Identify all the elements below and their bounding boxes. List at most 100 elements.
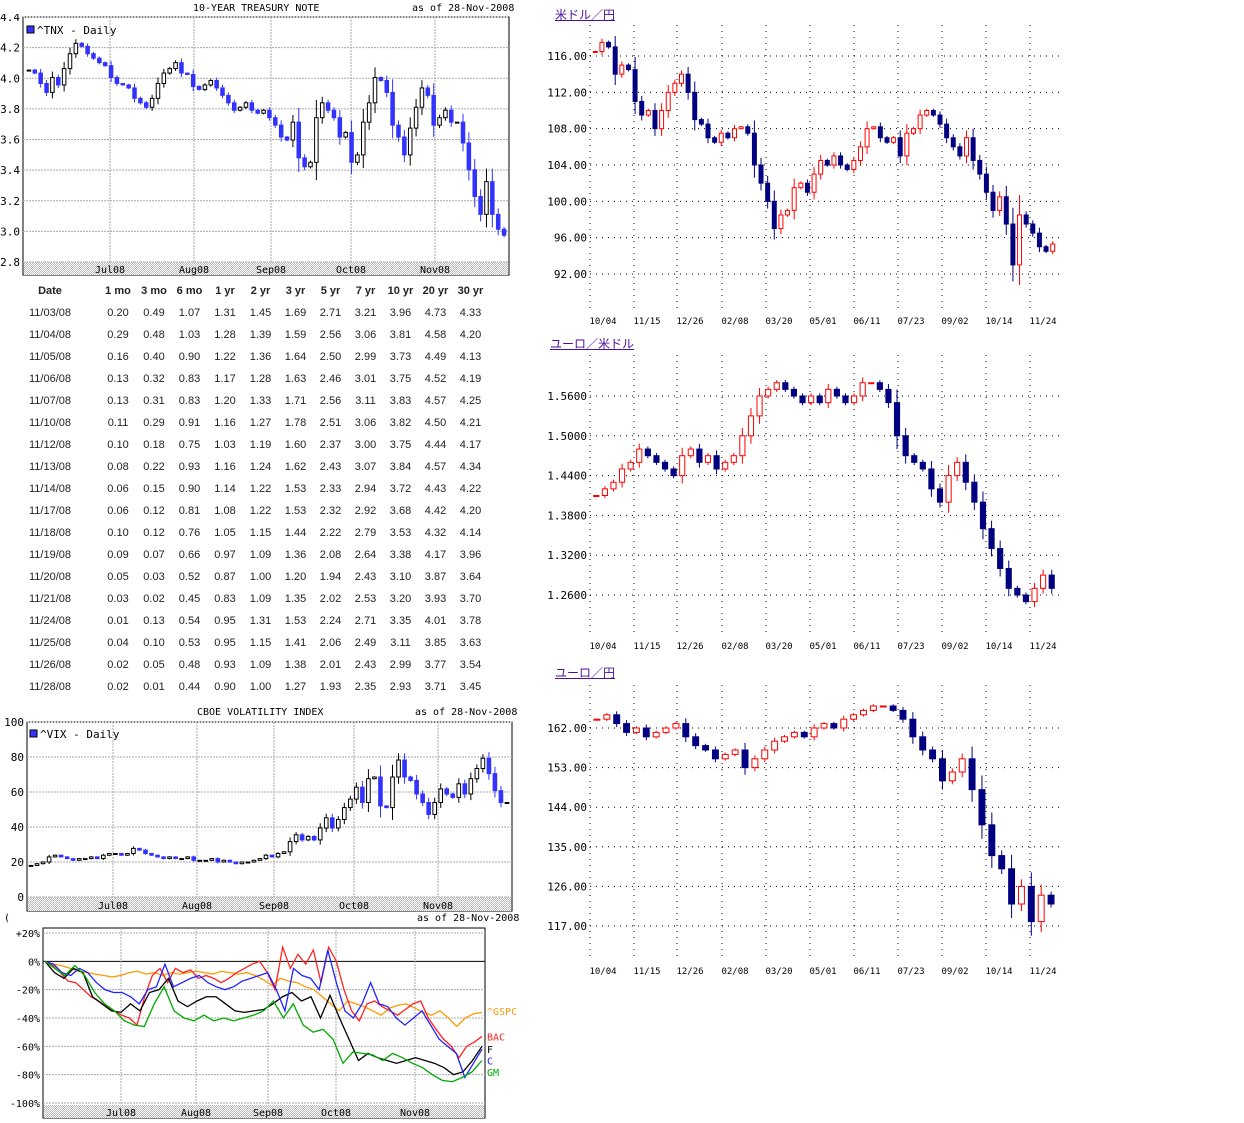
- fx-link-usdjpy[interactable]: 米ドル／円: [555, 8, 616, 22]
- tnx-candle: [366, 102, 372, 123]
- vix-candle: [450, 793, 456, 798]
- vix-candle: [299, 834, 305, 841]
- yield-cell: 1.28: [214, 329, 236, 341]
- x-tick-label: Sep08: [256, 265, 286, 276]
- column-header: 30 yr: [457, 285, 484, 297]
- fx-candle: [1050, 243, 1056, 252]
- fx-candle: [612, 46, 618, 75]
- yield-cell: 0.90: [214, 681, 236, 693]
- fx-candle: [979, 501, 987, 530]
- yield-cell: 2.08: [319, 549, 342, 561]
- fx-candle: [798, 182, 804, 189]
- x-tick-label: 11/15: [633, 317, 660, 327]
- yield-cell: 2.43: [354, 659, 377, 671]
- x-tick-label: Nov08: [400, 1108, 430, 1119]
- yield-cell: 1.33: [249, 395, 272, 407]
- yield-cell: 0.32: [143, 373, 165, 385]
- yield-cell: 0.03: [107, 593, 129, 605]
- fx-candle: [1003, 196, 1009, 225]
- vix-chart: 0 20 40 60 80 100 Jul08 Aug08 Sep08 Oct08 Nov08 ^VI…: [4, 718, 513, 912]
- table-row: 11/28/08 0.02 0.01 0.44 0.90 1.00 1.27 1.93 2.35…: [0, 676, 488, 698]
- x-tick-label: Sep08: [253, 1108, 283, 1119]
- yield-cell: 0.02: [143, 593, 165, 605]
- table-row: 11/24/08 0.01 0.13 0.54 0.95 1.31 1.53 2.24 2.71…: [0, 610, 488, 632]
- y-tick-label: 4.2: [0, 42, 20, 55]
- fx-candle: [632, 69, 638, 102]
- yield-cell: 3.63: [459, 637, 482, 649]
- fx-candle: [857, 146, 863, 161]
- tnx-candle: [267, 109, 272, 119]
- tnx-candle: [32, 69, 38, 74]
- date-cell: 11/21/08: [28, 593, 71, 605]
- yield-cell: 1.36: [249, 351, 272, 363]
- vix-candle: [179, 858, 184, 861]
- yield-cell: 0.11: [107, 417, 129, 429]
- yield-cell: 4.13: [459, 351, 482, 363]
- fx-candle: [692, 736, 700, 747]
- date-cell: 11/05/08: [28, 351, 71, 363]
- legend-swatch: [29, 729, 38, 738]
- yield-cell: 0.90: [178, 351, 201, 363]
- fx-candle: [830, 723, 838, 729]
- fx-candle: [778, 214, 784, 230]
- fx-candle: [632, 727, 640, 733]
- tnx-candle: [284, 136, 290, 141]
- fx-candle: [954, 461, 961, 477]
- fx-candle: [818, 159, 824, 175]
- yield-cell: 1.16: [214, 461, 236, 473]
- y-tick-label: 3.4: [0, 164, 20, 177]
- vix-candle: [233, 861, 239, 865]
- x-tick-label: 06/11: [853, 642, 880, 652]
- yield-cell: 1.53: [284, 483, 307, 495]
- vix-candle: [215, 858, 221, 863]
- yield-cell: 1.09: [249, 549, 272, 561]
- tnx-candle: [97, 57, 102, 64]
- yield-cell: 1.28: [249, 373, 272, 385]
- fx-candle: [804, 182, 810, 193]
- vix-candle: [317, 827, 323, 841]
- fx-candle: [672, 82, 678, 93]
- fx-link-eurjpy[interactable]: ユーロ／円: [555, 666, 616, 680]
- x-tick-label: 09/02: [941, 642, 968, 652]
- yield-cell: 3.68: [389, 505, 412, 517]
- x-tick-label: Jul08: [106, 1108, 136, 1119]
- x-tick-label: Nov08: [423, 901, 453, 912]
- vix-candle: [88, 856, 94, 860]
- tnx-candle: [179, 62, 184, 74]
- yield-cell: 3.21: [354, 307, 377, 319]
- yield-cell: 3.20: [389, 593, 412, 605]
- yield-cell: 1.39: [249, 329, 272, 341]
- fx-candle: [860, 709, 867, 716]
- y-tick-label: 3.2: [0, 195, 20, 208]
- plot-frame: [26, 721, 513, 912]
- fx-link-eurusd[interactable]: ユーロ／米ドル: [550, 337, 635, 351]
- fx-candle: [859, 382, 866, 397]
- tnx-candle: [384, 80, 390, 93]
- yield-cell: 1.09: [249, 593, 272, 605]
- vix-candle: [101, 854, 106, 860]
- vix-candle: [70, 858, 76, 861]
- tnx-candle: [390, 91, 395, 126]
- date-cell: 11/10/08: [28, 417, 71, 429]
- y-tick-label: 96.00: [554, 232, 587, 245]
- fx-candle: [790, 731, 798, 738]
- fx-candle: [897, 137, 903, 157]
- fx-candle: [1008, 868, 1016, 905]
- yield-cell: 0.91: [178, 417, 201, 429]
- yield-cell: 1.03: [178, 329, 201, 341]
- yield-cell: 3.70: [459, 593, 482, 605]
- vix-candle: [46, 856, 52, 863]
- yield-cell: 3.35: [389, 615, 412, 627]
- yield-cell: 1.08: [214, 505, 236, 517]
- x-tick-label: Aug08: [179, 265, 209, 276]
- x-tick-label: 03/20: [765, 642, 792, 652]
- fx-candle: [642, 727, 650, 738]
- yield-cell: 0.83: [178, 373, 201, 385]
- fx-candle: [1030, 223, 1036, 234]
- fx-candle: [682, 723, 690, 738]
- tnx-candle: [73, 42, 79, 55]
- series-label: ^GSPC: [487, 1007, 517, 1018]
- y-tick-label: 126.00: [547, 880, 587, 893]
- fx-candle: [971, 481, 978, 503]
- yield-cell: 0.53: [178, 637, 201, 649]
